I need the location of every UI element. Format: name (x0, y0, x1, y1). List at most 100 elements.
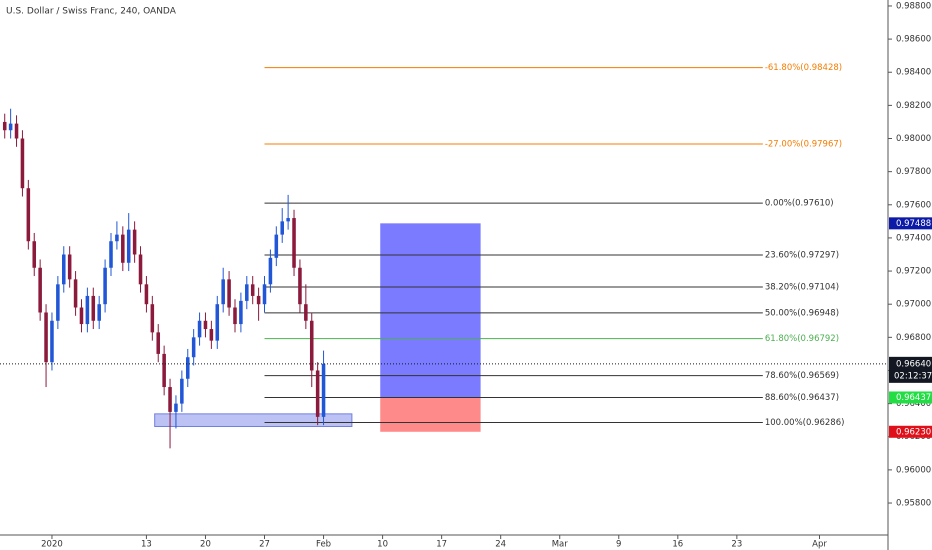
support-zone (154, 413, 353, 427)
candle-body (61, 254, 66, 285)
candle-body (115, 234, 119, 242)
x-tick-label: Mar (552, 540, 569, 550)
candle-body (315, 370, 320, 417)
candle-body (197, 320, 202, 338)
x-tick-label: 9 (616, 540, 621, 550)
candle-body (321, 363, 326, 417)
price-tag (889, 425, 932, 438)
candle-body (38, 267, 42, 313)
candle-body (209, 329, 214, 341)
candle-body (180, 378, 184, 404)
candle-body (67, 254, 72, 280)
candle-body (280, 221, 284, 235)
y-tick-label: 0.98200 (896, 101, 931, 111)
y-tick-label: 0.98800 (896, 1, 931, 11)
countdown-label: 02:12:37 (894, 371, 932, 381)
x-tick-label: 2020 (41, 540, 63, 550)
x-tick-label: 10 (377, 540, 388, 550)
y-tick-label: 0.97000 (896, 300, 931, 310)
y-tick-label: 0.98400 (896, 68, 931, 78)
x-tick-label: 27 (259, 540, 270, 550)
candle-body (126, 229, 131, 263)
candle-body (121, 234, 125, 263)
chart-title: U.S. Dollar / Swiss Franc, 240, OANDA (6, 7, 177, 17)
candle-body (215, 304, 220, 341)
y-tick-label: 0.98000 (896, 134, 931, 144)
y-tick-label: 0.97800 (896, 167, 931, 177)
last-price-label: 0.96640 (896, 359, 931, 369)
candle-body (97, 304, 101, 321)
y-tick-label: 0.97200 (896, 267, 931, 277)
candle-body (227, 279, 231, 308)
candle-body (144, 284, 149, 305)
fib-label: 23.60%(0.97297) (765, 250, 839, 260)
candle-body (132, 229, 137, 255)
price-tag (889, 391, 932, 404)
candle-body (32, 241, 37, 268)
candle-body (203, 320, 208, 330)
y-tick-label: 0.96800 (896, 333, 931, 343)
candle-body (162, 353, 166, 388)
price-tag-label: 0.96437 (896, 393, 931, 403)
candle-body (20, 138, 25, 189)
price-tag (889, 217, 932, 230)
stop-box (380, 397, 481, 432)
candle-body (262, 284, 267, 305)
candle-body (304, 304, 308, 321)
candle-body (103, 267, 107, 305)
y-tick-label: 0.96400 (896, 399, 931, 409)
candle-body (56, 284, 60, 321)
candle-body (268, 257, 273, 285)
candle-body (73, 279, 78, 308)
fib-label: 61.80%(0.96792) (765, 334, 839, 344)
fib-label: -61.80%(0.98428) (765, 63, 842, 73)
y-tick-label: 0.96000 (896, 465, 931, 475)
candle-body (156, 332, 161, 354)
candle-body (14, 123, 19, 139)
candle-body (44, 312, 48, 363)
candle-body (91, 295, 96, 321)
candle-body (256, 295, 261, 305)
candle-body (174, 403, 178, 412)
x-tick-label: 13 (141, 540, 152, 550)
fib-label: 0.00%(0.97610) (765, 199, 834, 209)
candle-body (26, 188, 31, 242)
x-tick-label: Apr (812, 540, 827, 550)
candle-body (309, 320, 314, 371)
candle-body (85, 295, 90, 325)
y-tick-label: 0.97400 (896, 233, 931, 243)
candle-body (292, 218, 296, 268)
candle-body (109, 241, 113, 268)
candle-body (286, 218, 290, 222)
fib-label: 88.60%(0.96437) (765, 393, 839, 403)
price-tag-label: 0.97488 (896, 219, 931, 229)
fib-label: 50.00%(0.96948) (765, 308, 839, 318)
candle-body (138, 254, 143, 285)
candle-body (191, 337, 196, 358)
fib-label: -27.00%(0.97967) (765, 139, 842, 149)
x-tick-label: 24 (495, 540, 506, 550)
y-tick-label: 0.97600 (896, 200, 931, 210)
x-tick-label: Feb (316, 540, 331, 550)
candle-body (150, 304, 155, 333)
candle-body (8, 123, 13, 131)
y-tick-label: 0.95800 (896, 499, 931, 509)
x-tick-label: 16 (672, 540, 683, 550)
candle-body (298, 267, 302, 305)
candle-body (239, 300, 243, 325)
target-box (380, 223, 481, 398)
last-price-tag (889, 356, 932, 383)
x-tick-label: 23 (731, 540, 742, 550)
fib-label: 100.00%(0.96286) (765, 418, 845, 428)
y-tick-label: 0.98600 (896, 35, 931, 45)
candle-body (250, 284, 255, 296)
candle-body (245, 284, 249, 301)
candle-body (221, 279, 225, 305)
x-tick-label: 20 (200, 540, 211, 550)
candle-body (2, 121, 7, 131)
fib-label: 78.60%(0.96569) (765, 371, 839, 381)
price-tag-label: 0.96230 (896, 427, 931, 437)
candle-body (185, 357, 190, 379)
